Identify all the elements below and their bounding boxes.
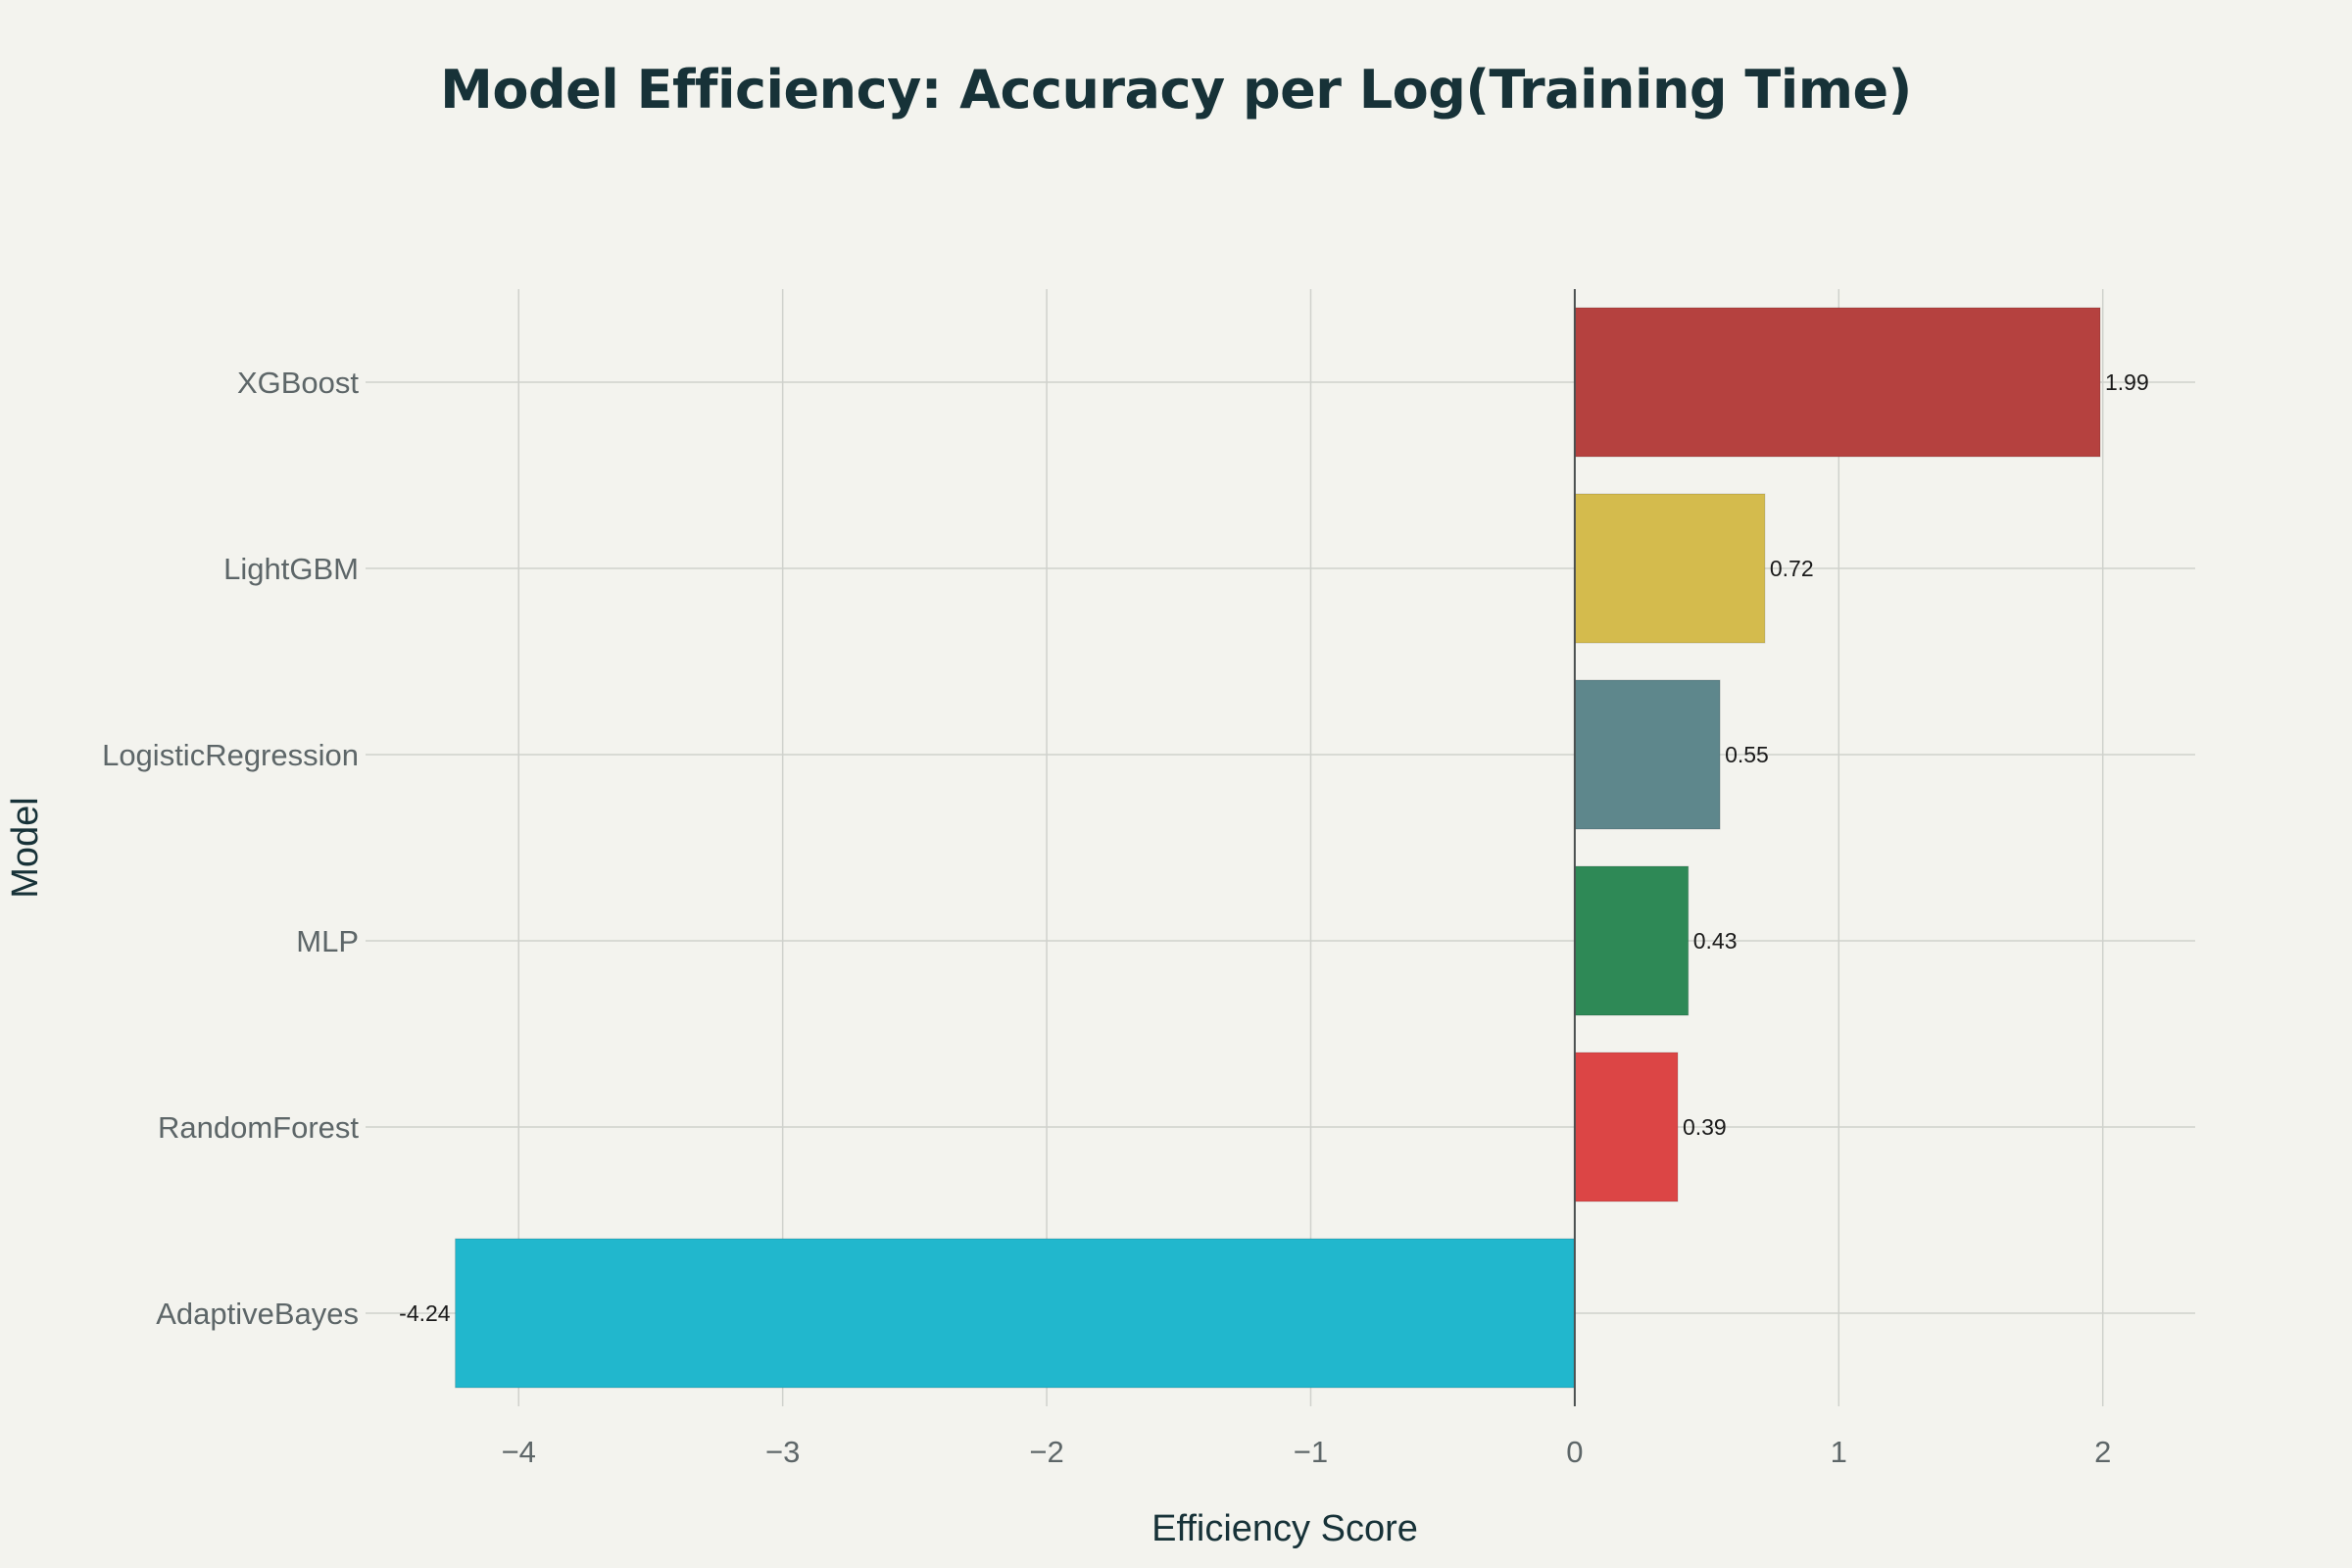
- bar: [1574, 865, 1690, 1016]
- bar: [1574, 679, 1721, 830]
- x-tick-label: −1: [1294, 1435, 1328, 1469]
- data-label: 0.72: [1770, 556, 1814, 581]
- data-label: 0.43: [1693, 928, 1738, 954]
- labels: −4 −3 −2 −1 0 1 2 XGBoost 1.99 LightGBM 0.72 Logist…: [102, 366, 2149, 1469]
- y-tick-label: LightGBM: [223, 552, 359, 586]
- bar: [455, 1238, 1576, 1389]
- x-tick-label: 0: [1566, 1435, 1583, 1469]
- data-label: 0.39: [1683, 1114, 1727, 1140]
- y-tick-label: LogisticRegression: [102, 738, 359, 772]
- bar: [1574, 493, 1766, 644]
- x-tick-label: 1: [1831, 1435, 1847, 1469]
- bar: [1574, 307, 2101, 458]
- x-tick-label: −2: [1029, 1435, 1063, 1469]
- data-label: -4.24: [399, 1300, 451, 1326]
- x-tick-label: −3: [765, 1435, 800, 1469]
- y-tick-label: XGBoost: [237, 366, 359, 400]
- x-tick-label: −4: [502, 1435, 536, 1469]
- chart-title: Model Efficiency: Accuracy per Log(Train…: [440, 59, 1912, 121]
- data-label: 1.99: [2105, 369, 2149, 395]
- bar: [1574, 1052, 1679, 1202]
- y-tick-label: AdaptiveBayes: [156, 1297, 359, 1331]
- y-tick-label: RandomForest: [158, 1110, 359, 1145]
- x-axis-title: Efficiency Score: [1152, 1508, 1418, 1549]
- x-tick-label: 2: [2094, 1435, 2111, 1469]
- y-tick-label: MLP: [296, 924, 359, 958]
- bars: [455, 307, 2101, 1389]
- data-label: 0.55: [1725, 742, 1769, 767]
- y-axis-title: Model: [5, 797, 46, 899]
